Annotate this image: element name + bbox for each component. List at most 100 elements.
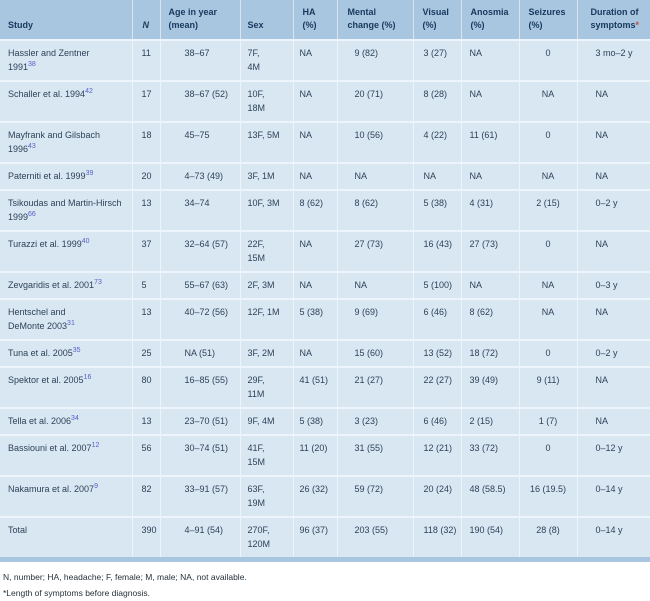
duration-cell: 0–14 y: [576, 516, 650, 557]
reference-link[interactable]: 43: [28, 143, 36, 150]
ha-cell: NA: [292, 339, 337, 367]
footnote-abbreviations: N, number; HA, headache; F, female; M, m…: [3, 572, 247, 582]
n-cell: 80: [131, 366, 160, 408]
table-row: Mayfrank and Gilsbach 199643 18 45–75 13F, …: [0, 121, 650, 163]
duration-cell: NA: [576, 162, 650, 190]
seizures-cell: 0: [518, 230, 577, 272]
study-cell: Nakamura et al. 20079: [0, 475, 132, 517]
ha-cell: NA: [292, 162, 337, 190]
study-cell: Bassiouni et al. 200712: [0, 434, 132, 476]
column-header-label: Age in year (mean): [168, 7, 218, 30]
seizures-cell: 2 (15): [518, 189, 577, 231]
study-cell: Mayfrank and Gilsbach 199643: [0, 121, 132, 163]
sex-cell: 10F, 3M: [239, 189, 293, 231]
column-header-study: Study: [0, 0, 132, 40]
column-header-label: N: [142, 20, 150, 30]
table-row: Turazzi et al. 199940 37 32–64 (57) 22F, 15…: [0, 230, 650, 272]
n-cell: 82: [131, 475, 160, 517]
duration-cell: 0–14 y: [576, 475, 650, 517]
table-row: Spektor et al. 200516 80 16–85 (55) 29F, 11…: [0, 366, 650, 408]
mental-cell: 20 (71): [336, 80, 413, 122]
column-header-seizures: Seizures (%): [518, 0, 577, 40]
reference-link[interactable]: 66: [28, 211, 36, 218]
anosmia-cell: 11 (61): [460, 121, 519, 163]
mental-cell: 3 (23): [336, 407, 413, 435]
mental-cell: 15 (60): [336, 339, 413, 367]
mental-cell: 59 (72): [336, 475, 413, 517]
ha-cell: 11 (20): [292, 434, 337, 476]
n-cell: 56: [131, 434, 160, 476]
duration-cell: 0–2 y: [576, 189, 650, 231]
n-cell: 11: [131, 39, 160, 81]
ha-cell: 41 (51): [292, 366, 337, 408]
column-header-ha: HA (%): [292, 0, 337, 40]
age-cell: 45–75: [159, 121, 240, 163]
ha-cell: 96 (37): [292, 516, 337, 557]
ha-cell: NA: [292, 230, 337, 272]
anosmia-cell: 18 (72): [460, 339, 519, 367]
reference-link[interactable]: 16: [83, 374, 92, 381]
n-cell: 37: [131, 230, 160, 272]
column-header-duration: Duration of symptoms*: [576, 0, 650, 40]
reference-link[interactable]: 12: [91, 442, 100, 449]
study-cell: Spektor et al. 200516: [0, 366, 132, 408]
seizures-cell: 16 (19.5): [518, 475, 577, 517]
reference-link[interactable]: 35: [72, 347, 81, 354]
reference-link[interactable]: 9: [94, 483, 98, 490]
age-cell: 4–73 (49): [159, 162, 240, 190]
table-row: Tsikoudas and Martin-Hirsch 199966 13 34–7…: [0, 189, 650, 231]
table-row: Nakamura et al. 20079 82 33–91 (57) 63F, 19…: [0, 475, 650, 517]
footnote-symptom-duration: *Length of symptoms before diagnosis.: [3, 588, 150, 598]
mental-cell: 9 (82): [336, 39, 413, 81]
visual-cell: 8 (28): [412, 80, 461, 122]
study-name: Tella et al. 2006: [8, 416, 72, 426]
sex-cell: 3F, 1M: [239, 162, 293, 190]
ha-cell: NA: [292, 121, 337, 163]
age-cell: 34–74: [159, 189, 240, 231]
seizures-cell: NA: [518, 271, 577, 299]
study-name: Hentschel and DeMonte 2003: [8, 307, 68, 331]
reference-link[interactable]: 38: [28, 61, 36, 68]
table-row: Zevgaridis et al. 200173 5 55–67 (63) 2F, 3…: [0, 271, 650, 299]
duration-cell: NA: [576, 366, 650, 408]
seizures-cell: 28 (8): [518, 516, 577, 557]
n-cell: 13: [131, 298, 160, 340]
seizures-cell: 0: [518, 434, 577, 476]
anosmia-cell: 39 (49): [460, 366, 519, 408]
study-name: Tsikoudas and Martin-Hirsch 1999: [8, 198, 122, 222]
age-cell: NA (51): [159, 339, 240, 367]
n-cell: 5: [131, 271, 160, 299]
sex-cell: 13F, 5M: [239, 121, 293, 163]
header-row: Study N Age in year (mean) Sex HA (%) Mental …: [0, 0, 650, 40]
study-name: Tuna et al. 2005: [8, 348, 73, 358]
study-cell: Total: [0, 516, 132, 557]
seizures-cell: 0: [518, 39, 577, 81]
study-name: Schaller et al. 1994: [8, 89, 86, 99]
study-name: Total: [8, 525, 28, 535]
column-header-label: Study: [8, 20, 34, 30]
anosmia-cell: 33 (72): [460, 434, 519, 476]
table-bottom-border: [0, 557, 650, 562]
n-cell: 25: [131, 339, 160, 367]
study-name: Spektor et al. 2005: [8, 375, 84, 385]
study-name: Zevgaridis et al. 2001: [8, 280, 95, 290]
reference-link[interactable]: 34: [71, 415, 79, 422]
reference-link[interactable]: 40: [81, 238, 90, 245]
duration-cell: NA: [576, 230, 650, 272]
reference-link[interactable]: 39: [85, 170, 94, 177]
reference-link[interactable]: 73: [94, 279, 102, 286]
n-cell: 17: [131, 80, 160, 122]
column-header-label: HA (%): [302, 7, 317, 30]
seizures-cell: NA: [518, 80, 577, 122]
age-cell: 55–67 (63): [159, 271, 240, 299]
reference-link[interactable]: 42: [85, 88, 93, 95]
study-cell: Paterniti et al. 199939: [0, 162, 132, 190]
mental-cell: 31 (55): [336, 434, 413, 476]
visual-cell: 22 (27): [412, 366, 461, 408]
visual-cell: 6 (46): [412, 407, 461, 435]
reference-link[interactable]: 31: [67, 320, 75, 327]
anosmia-cell: 190 (54): [460, 516, 519, 557]
table-header: Study N Age in year (mean) Sex HA (%) Mental …: [0, 0, 650, 40]
n-cell: 390: [131, 516, 160, 557]
sex-cell: 22F, 15M: [239, 230, 293, 272]
